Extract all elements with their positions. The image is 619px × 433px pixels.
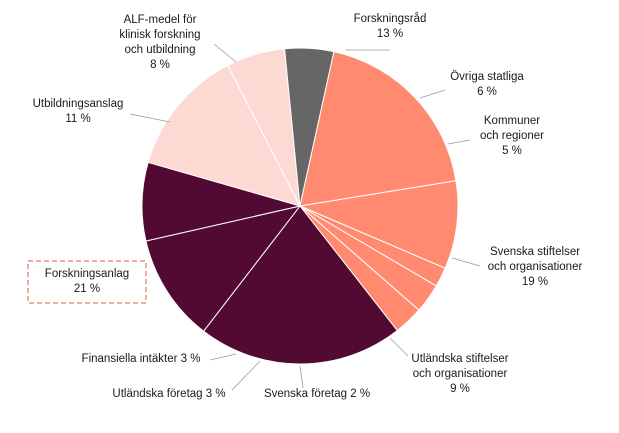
slice-label-line: Svenska företag 2 % [264,388,370,400]
slice-label-line: 5 % [502,145,522,157]
leader-line [213,43,237,63]
slice-label-line: 11 % [65,113,90,125]
leader-line [231,360,261,391]
slice-label: Utbildningsanslag 11 % [33,98,124,125]
slice-label: ALF-medel för klinisk forskning och utbild… [119,14,200,71]
leader-line [447,139,471,145]
slice-label-line: 9 % [450,383,470,395]
pie-slice-forskningsråd [147,64,301,207]
slice-label-line: Forskningsanlag [45,268,129,280]
slice-label-line: 6 % [477,86,497,98]
slice-label: Forskningsanlag 21 % [45,268,129,295]
slice-labels: Forskningsråd 13 % Övriga statliga 6 % Kommu… [33,13,583,400]
slice-label-line: Kommuner [484,115,540,127]
pie-slice-forskningsanlag [202,205,398,365]
slice-label-line: 19 % [522,276,548,288]
pie-slice-utbildningsanslag [145,205,302,332]
slice-label-line: klinisk forskning [119,29,200,41]
slice-label-line: ALF-medel för [124,14,197,26]
pie-slice-svenska-stiftelser-och-organisationer [299,51,457,207]
slice-label: Utländska företag 3 % [112,388,225,400]
slice-label-line: Utbildningsanslag [33,98,124,110]
slice-label-line: Utländska företag 3 % [112,388,225,400]
slice-label-line: och organisationer [413,368,508,380]
leader-line [389,337,409,357]
slice-label-line: och organisationer [488,261,583,273]
slice-label: Finansiella intäkter 3 % [82,353,201,365]
pie-slice-alf-medel-för-klinisk-forskning-och-utbildning [141,161,301,242]
slice-label: Svenska stiftelser och organisationer 19 % [488,246,583,288]
leader-line [209,353,237,361]
slice-label-line: Forskningsråd [354,13,427,25]
slice-label-line: 8 % [150,59,170,71]
highlight-box [27,260,147,304]
leader-line [451,257,481,267]
leader-line [129,113,171,123]
leader-line [419,89,446,99]
slice-label: Utländska stiftelser och organisationer 9 … [411,353,508,395]
leader-line [299,365,304,389]
slice-label-line: och utbildning [125,44,196,56]
slice-label-line: Svenska stiftelser [490,246,580,258]
slice-label-line: Övriga statliga [450,71,524,83]
slice-label-line: 13 % [377,28,403,40]
leader-lines [129,43,481,391]
slice-label: Övriga statliga 6 % [450,71,524,98]
slice-label: Forskningsråd 13 % [354,13,427,40]
slice-label: Kommuner och regioner 5 % [480,115,544,157]
slice-label: Svenska företag 2 % [264,388,370,400]
slice-label-line: Finansiella intäkter 3 % [82,353,201,365]
slice-label-line: 21 % [74,283,100,295]
pie-slice-utländska-stiftelser-och-organisationer [298,180,459,269]
slice-label-line: Utländska stiftelser [411,353,508,365]
slice-label-line: och regioner [480,130,544,142]
pie-slices [141,47,459,365]
